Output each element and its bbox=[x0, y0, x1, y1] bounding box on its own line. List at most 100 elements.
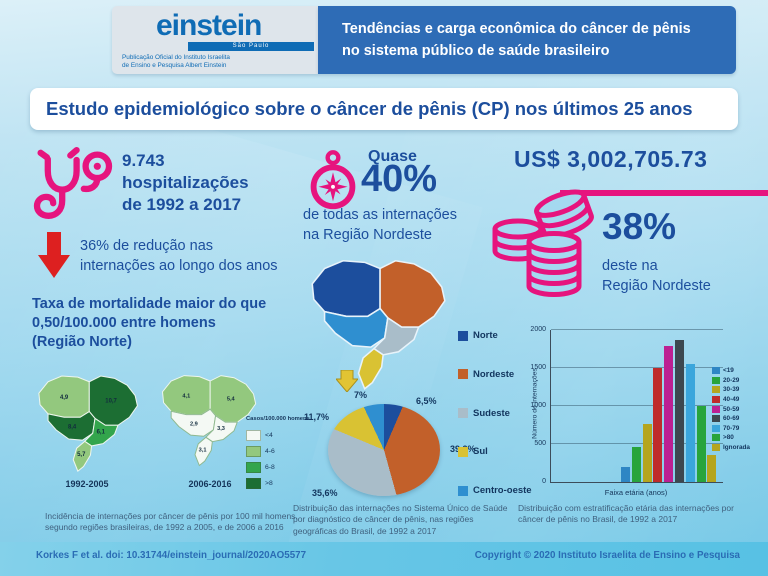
quase-label: Quase bbox=[368, 148, 417, 165]
bar-20-29 bbox=[631, 447, 641, 482]
age-legend: <19 20-29 30-39 40-49 50-59 60-69 70-79 >80 Igno… bbox=[712, 366, 768, 452]
regions-legend: Norte Nordeste Sudeste Sul Centro-oeste bbox=[458, 330, 532, 496]
legend-swatch bbox=[712, 386, 720, 394]
legend-bin-label: 6-8 bbox=[265, 463, 275, 471]
legend-swatch bbox=[246, 461, 261, 473]
logo-caption: Publicação Oficial do Instituto Israelit… bbox=[122, 54, 230, 69]
logo-tagline: São Paulo bbox=[188, 42, 314, 51]
age-legend-label: 40-49 bbox=[723, 396, 740, 404]
age-legend-row: >80 bbox=[712, 433, 768, 443]
down-arrow-icon bbox=[38, 232, 70, 278]
pie-slice-label: 35,6% bbox=[312, 488, 338, 498]
pointer-arrow-icon bbox=[336, 370, 358, 392]
svg-text:2,9: 2,9 bbox=[190, 421, 198, 427]
legend-swatch bbox=[246, 445, 261, 457]
copyright-notice: Copyright © 2020 Instituto Israelita de … bbox=[474, 550, 740, 561]
age-legend-label: Ignorada bbox=[723, 444, 750, 452]
gridline bbox=[551, 329, 723, 330]
age-legend-row: 50-59 bbox=[712, 404, 768, 414]
y-tick-label: 1500 bbox=[530, 364, 546, 371]
legend-swatch bbox=[458, 485, 468, 496]
forty-percent-subtitle: de todas as internações na Região Nordes… bbox=[303, 207, 457, 243]
region-legend-label: Sudeste bbox=[473, 407, 510, 419]
stethoscope-icon bbox=[33, 146, 113, 219]
pie-slice-label: 7% bbox=[354, 390, 368, 400]
y-tick-label: 1000 bbox=[530, 402, 546, 409]
svg-text:4,9: 4,9 bbox=[60, 395, 69, 401]
total-cost-stat: US$ 3,002,705.73 bbox=[514, 146, 708, 172]
legend-swatch bbox=[712, 405, 720, 413]
footer: Korkes F et al. doi: 10.31744/einstein_j… bbox=[0, 542, 768, 576]
legend-swatch bbox=[712, 396, 720, 404]
legend-swatch bbox=[246, 429, 261, 441]
gridline bbox=[551, 443, 723, 444]
compass-icon bbox=[310, 150, 356, 210]
svg-text:10,7: 10,7 bbox=[105, 398, 117, 404]
brazil-map-svg: 4,1 5,4 2,9 3,3 3,1 bbox=[161, 375, 257, 467]
maps-caption: Incidência de internações por câncer de … bbox=[45, 511, 298, 533]
incidence-legend-row: >8 bbox=[246, 475, 304, 491]
gridline bbox=[551, 367, 723, 368]
svg-text:3,3: 3,3 bbox=[217, 426, 225, 432]
legend-swatch bbox=[712, 415, 720, 423]
coins-icon bbox=[492, 189, 594, 297]
region-legend-label: Norte bbox=[473, 330, 498, 341]
legend-swatch bbox=[712, 434, 720, 442]
einstein-logo: einstein São Paulo Publicação Oficial do… bbox=[112, 6, 318, 74]
incidence-map-1992-2005: 4,9 10,7 8,4 6,1 5,7 bbox=[26, 368, 148, 478]
bar-chart-caption: Distribuição com estratificação etária d… bbox=[518, 503, 734, 525]
age-legend-label: <19 bbox=[723, 367, 734, 375]
bar-chart-xlabel: Faixa etária (anos) bbox=[604, 488, 668, 497]
hospitalizations-stat: 9.743 hospitalizações de 1992 a 2017 bbox=[122, 151, 249, 215]
age-legend-row: 70-79 bbox=[712, 424, 768, 434]
gridline bbox=[551, 405, 723, 406]
legend-swatch bbox=[458, 369, 468, 380]
svg-text:5,7: 5,7 bbox=[77, 452, 86, 458]
age-legend-label: >80 bbox=[723, 434, 734, 442]
svg-text:5,4: 5,4 bbox=[227, 397, 236, 403]
y-tick-label: 0 bbox=[542, 478, 546, 485]
age-legend-label: 50-59 bbox=[723, 405, 740, 413]
bar-<19 bbox=[621, 466, 630, 482]
legend-swatch bbox=[712, 424, 720, 432]
forty-percent-stat: 40% bbox=[361, 158, 438, 200]
incidence-legend-row: 6-8 bbox=[246, 459, 304, 475]
citation-doi: Korkes F et al. doi: 10.31744/einstein_j… bbox=[36, 550, 307, 561]
y-tick-label: 500 bbox=[534, 440, 546, 447]
age-legend-row: 20-29 bbox=[712, 376, 768, 386]
legend-swatch bbox=[712, 444, 720, 452]
age-legend-label: 30-39 bbox=[723, 386, 740, 394]
thirtyeight-percent-stat: 38% bbox=[602, 206, 677, 247]
region-legend-row: Nordeste bbox=[458, 369, 532, 380]
bar-Ignorada bbox=[707, 454, 717, 482]
bar->80 bbox=[696, 406, 706, 482]
brazil-map-svg: 4,9 10,7 8,4 6,1 5,7 bbox=[38, 375, 138, 472]
age-legend-label: 60-69 bbox=[723, 415, 740, 423]
page-title: Estudo epidemiológico sobre o câncer de … bbox=[46, 98, 693, 119]
bar-chart-plot bbox=[550, 329, 723, 483]
brazil-regions-map bbox=[292, 250, 462, 398]
legend-swatch bbox=[712, 376, 720, 384]
svg-text:6,1: 6,1 bbox=[97, 429, 106, 435]
legend-swatch bbox=[246, 477, 261, 489]
bar-40-49 bbox=[653, 368, 663, 482]
bar-60-69 bbox=[675, 339, 684, 482]
incidence-legend-rows: <4 4-6 6-8 >8 bbox=[246, 427, 304, 491]
legend-bin-label: <4 bbox=[265, 431, 273, 439]
region-legend-row: Sudeste bbox=[458, 408, 532, 419]
age-legend-row: 40-49 bbox=[712, 395, 768, 405]
incidence-legend-row: 4-6 bbox=[246, 443, 304, 459]
pie-caption: Distribuição das internações no Sistema … bbox=[293, 503, 508, 536]
svg-text:8,4: 8,4 bbox=[68, 425, 77, 431]
age-legend-row: 30-39 bbox=[712, 385, 768, 395]
incidence-legend-row: <4 bbox=[246, 427, 304, 443]
legend-swatch bbox=[458, 446, 468, 457]
title-band: Estudo epidemiológico sobre o câncer de … bbox=[30, 88, 738, 130]
incidence-legend-title: Casos/100.000 homens bbox=[246, 416, 310, 422]
age-legend-label: 20-29 bbox=[723, 376, 740, 384]
reduction-stat: 36% de redução nas internações ao longo … bbox=[80, 238, 278, 275]
accent-line bbox=[560, 190, 768, 196]
incidence-legend: Casos/100.000 homens <4 4-6 6-8 >8 bbox=[246, 416, 310, 491]
map-period-label: 1992-2005 bbox=[65, 479, 109, 489]
age-legend-row: 60-69 bbox=[712, 414, 768, 424]
